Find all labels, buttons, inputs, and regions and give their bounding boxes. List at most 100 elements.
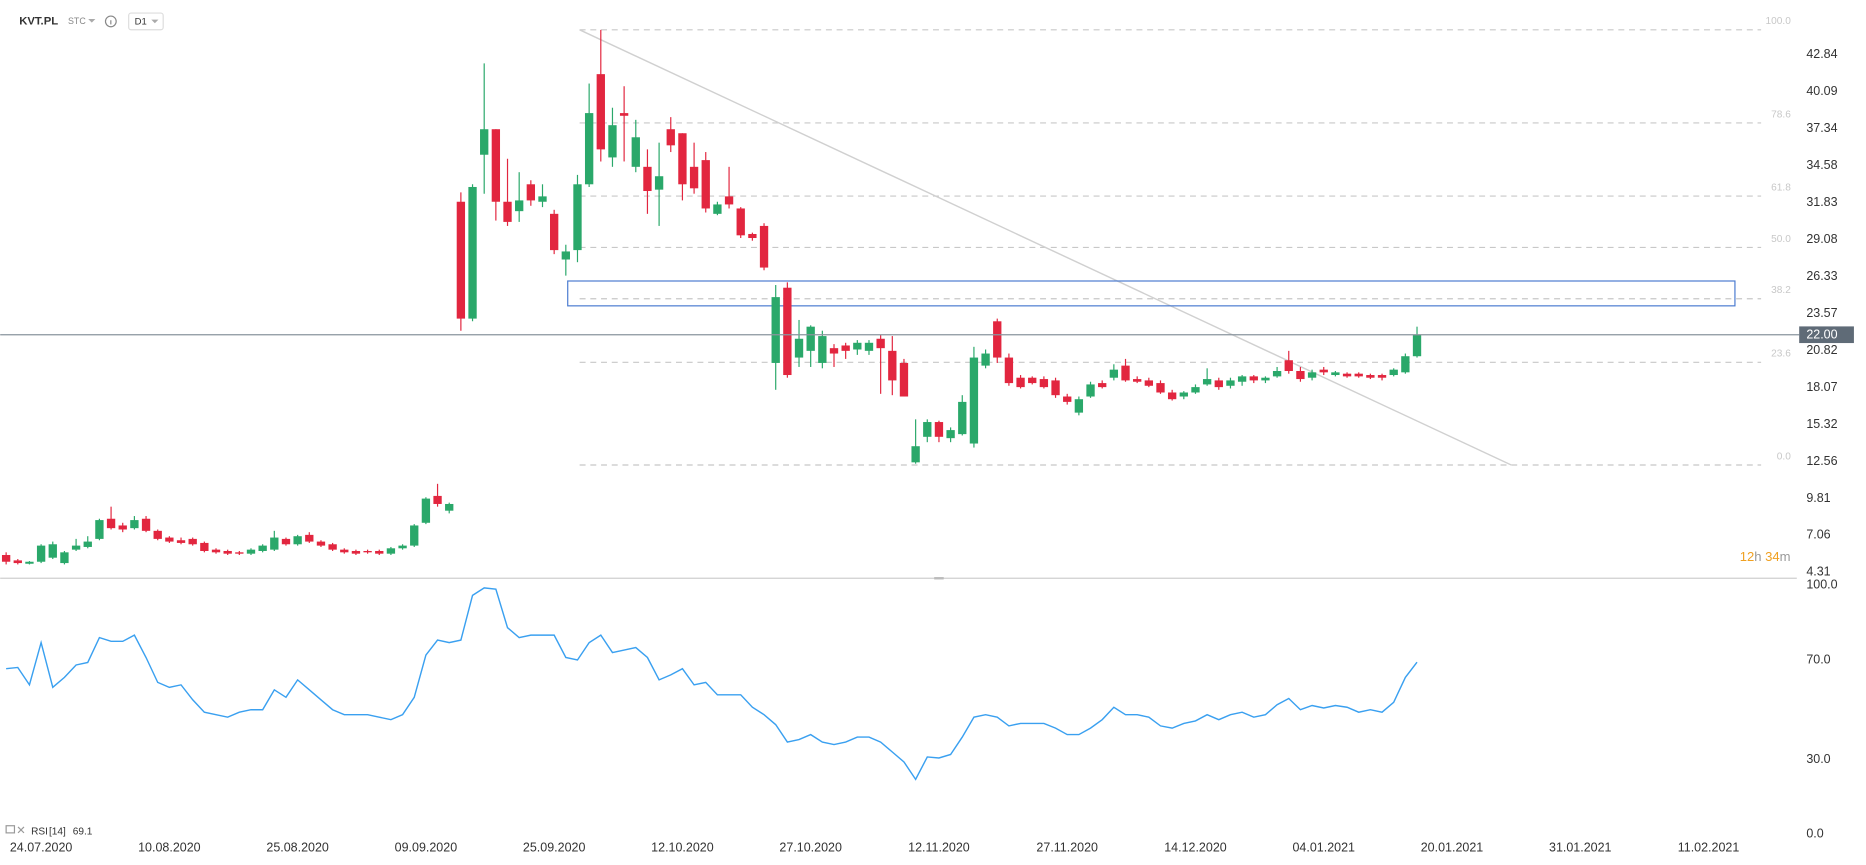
candle-body xyxy=(456,201,466,319)
candle-body xyxy=(1,555,11,562)
candle-body xyxy=(713,204,722,214)
candle-body xyxy=(1098,383,1107,388)
candle-body xyxy=(561,251,570,260)
candle-body xyxy=(701,160,710,209)
candle-body xyxy=(1156,383,1165,393)
candle-body xyxy=(71,545,81,550)
timeframe-select[interactable] xyxy=(128,12,164,31)
candle-body xyxy=(771,297,780,363)
candle-body xyxy=(445,503,454,511)
candle-body xyxy=(305,534,314,542)
candle-body xyxy=(596,74,605,150)
candle-body xyxy=(1249,376,1258,381)
y-tick-label: 42.84 xyxy=(1806,47,1837,61)
candle-body xyxy=(235,552,244,554)
candle-body xyxy=(106,518,116,529)
timeframe: D1 xyxy=(135,17,147,28)
candle-body xyxy=(911,446,920,463)
fib-label: 38.2 xyxy=(1771,285,1791,296)
y-tick-label: 15.32 xyxy=(1806,417,1837,431)
x-tick-label: 20.01.2021 xyxy=(1421,841,1484,855)
y-tick-label: 20.82 xyxy=(1806,343,1837,357)
candle-body xyxy=(643,166,652,192)
candle-body xyxy=(654,176,664,190)
x-tick-label: 31.01.2021 xyxy=(1549,841,1612,855)
candle-body xyxy=(923,422,932,437)
fib-label: 61.8 xyxy=(1771,182,1791,193)
candle-body xyxy=(48,544,57,558)
candle-body xyxy=(95,520,104,539)
candle-body xyxy=(538,196,547,202)
candle-body xyxy=(1342,373,1352,377)
info-icon[interactable] xyxy=(104,15,117,28)
candle-body xyxy=(969,357,979,444)
trendline xyxy=(579,29,1512,466)
fib-label: 0.0 xyxy=(1777,451,1791,462)
candle-body xyxy=(281,538,291,545)
indicator-period: [14] xyxy=(49,826,66,837)
candle-body xyxy=(1074,399,1084,413)
candle-body xyxy=(899,362,909,397)
candle-body xyxy=(258,545,267,551)
y-tick-label: 7.06 xyxy=(1806,528,1830,542)
candle-body xyxy=(468,186,477,319)
fib-label: 78.6 xyxy=(1771,109,1791,120)
candle-body xyxy=(934,422,944,437)
candle-body xyxy=(1284,360,1293,371)
y-tick-label: 37.34 xyxy=(1806,121,1837,135)
y-tick-label: 18.07 xyxy=(1806,380,1837,394)
y-tick-label: 26.33 xyxy=(1806,269,1837,283)
candle-body xyxy=(480,129,489,155)
candle-body xyxy=(176,540,186,543)
indicator-menu-icon[interactable] xyxy=(5,825,16,834)
candle-body xyxy=(1412,334,1422,357)
candle-body xyxy=(573,184,582,251)
candle-body xyxy=(783,287,792,376)
candle-body xyxy=(410,525,419,546)
candle-body xyxy=(794,338,804,358)
current-price-box xyxy=(1799,326,1854,344)
fib-label: 100.0 xyxy=(1766,16,1792,27)
candle-body xyxy=(1214,380,1223,388)
indicator-close-icon[interactable] xyxy=(17,826,25,834)
candle-body xyxy=(1016,377,1025,388)
x-tick-label: 24.07.2020 xyxy=(10,841,73,855)
candle-body xyxy=(1307,372,1317,378)
y-tick-label: 30.0 xyxy=(1806,752,1830,766)
candle-body xyxy=(1272,370,1282,377)
candle-body xyxy=(421,498,431,523)
panel-resize-handle[interactable] xyxy=(934,577,944,580)
y-tick-label: 34.58 xyxy=(1806,158,1837,172)
candle-body xyxy=(1109,369,1119,378)
x-tick-label: 14.12.2020 xyxy=(1164,841,1227,855)
y-tick-label: 29.08 xyxy=(1806,232,1837,246)
timeframe-arrow xyxy=(151,19,159,24)
candle-body xyxy=(328,544,337,550)
candle-body xyxy=(1051,380,1060,396)
x-tick-label: 25.08.2020 xyxy=(266,841,329,855)
y-tick-label: 12.56 xyxy=(1806,454,1837,468)
candle-body xyxy=(25,561,34,564)
candle-body xyxy=(351,550,361,554)
candle-body xyxy=(748,233,757,239)
candle-body xyxy=(1191,387,1200,393)
market[interactable]: STC xyxy=(68,16,86,26)
y-tick-label: 70.0 xyxy=(1806,652,1830,666)
candle-body xyxy=(1144,380,1153,386)
x-tick-label: 12.11.2020 xyxy=(908,841,970,855)
candle-body xyxy=(1389,369,1398,376)
candle-body xyxy=(491,129,501,202)
candle-body xyxy=(270,537,279,550)
candle-body xyxy=(1331,372,1340,376)
candle-body xyxy=(13,560,22,564)
countdown: 12h 34m xyxy=(1740,549,1791,564)
candle-body xyxy=(1004,357,1014,384)
candle-body xyxy=(118,525,127,530)
indicator-value: 69.1 xyxy=(73,826,93,837)
market-dropdown-arrow[interactable] xyxy=(88,19,96,23)
y-tick-label: 40.09 xyxy=(1806,84,1837,98)
x-tick-label: 04.01.2021 xyxy=(1292,841,1355,855)
x-tick-label: 11.02.2021 xyxy=(1678,841,1740,855)
candle-body xyxy=(1296,370,1305,380)
candle-body xyxy=(515,200,524,212)
